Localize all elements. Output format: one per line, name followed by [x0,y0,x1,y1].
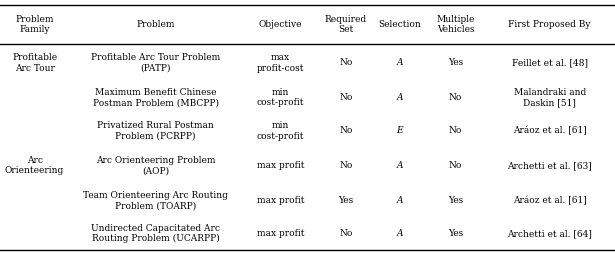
Text: Selection: Selection [378,20,421,29]
Text: Arc
Orienteering: Arc Orienteering [5,156,64,176]
Text: Yes: Yes [448,229,463,238]
Text: Yes: Yes [338,196,354,205]
Text: No: No [339,58,352,67]
Text: Profitable
Arc Tour: Profitable Arc Tour [12,53,57,73]
Text: Team Orienteering Arc Routing
Problem (TOARP): Team Orienteering Arc Routing Problem (T… [83,191,228,210]
Text: max profit: max profit [257,196,304,205]
Text: A: A [397,93,403,102]
Text: Multiple
Vehicles: Multiple Vehicles [436,15,475,35]
Text: Aráoz et al. [61]: Aráoz et al. [61] [513,126,587,135]
Text: A: A [397,196,403,205]
Text: min
cost-profit: min cost-profit [257,121,304,140]
Text: Required
Set: Required Set [325,15,367,35]
Text: max profit: max profit [257,161,304,170]
Text: E: E [397,126,403,135]
Text: No: No [339,229,352,238]
Text: A: A [397,229,403,238]
Text: Archetti et al. [63]: Archetti et al. [63] [507,161,592,170]
Text: Problem
Family: Problem Family [15,15,54,35]
Text: Privatized Rural Postman
Problem (PCRPP): Privatized Rural Postman Problem (PCRPP) [97,121,214,140]
Text: Archetti et al. [64]: Archetti et al. [64] [507,229,592,238]
Text: max profit: max profit [257,229,304,238]
Text: min
cost-profit: min cost-profit [257,88,304,107]
Text: Maximum Benefit Chinese
Postman Problem (MBCPP): Maximum Benefit Chinese Postman Problem … [93,88,219,107]
Text: A: A [397,58,403,67]
Text: Feillet et al. [48]: Feillet et al. [48] [512,58,588,67]
Text: No: No [339,161,352,170]
Text: No: No [449,161,462,170]
Text: No: No [449,93,462,102]
Text: No: No [339,93,352,102]
Text: Arc Orienteering Problem
(AOP): Arc Orienteering Problem (AOP) [96,156,215,176]
Text: Yes: Yes [448,196,463,205]
Text: Aráoz et al. [61]: Aráoz et al. [61] [513,196,587,205]
Text: First Proposed By: First Proposed By [509,20,591,29]
Text: Yes: Yes [448,58,463,67]
Text: Objective: Objective [259,20,303,29]
Text: A: A [397,161,403,170]
Text: max
profit-cost: max profit-cost [257,53,304,73]
Text: Malandraki and
Daskin [51]: Malandraki and Daskin [51] [514,88,585,107]
Text: No: No [339,126,352,135]
Text: Problem: Problem [137,20,175,29]
Text: No: No [449,126,462,135]
Text: Undirected Capacitated Arc
Routing Problem (UCARPP): Undirected Capacitated Arc Routing Probl… [91,224,220,243]
Text: Profitable Arc Tour Problem
(PATP): Profitable Arc Tour Problem (PATP) [91,53,220,73]
